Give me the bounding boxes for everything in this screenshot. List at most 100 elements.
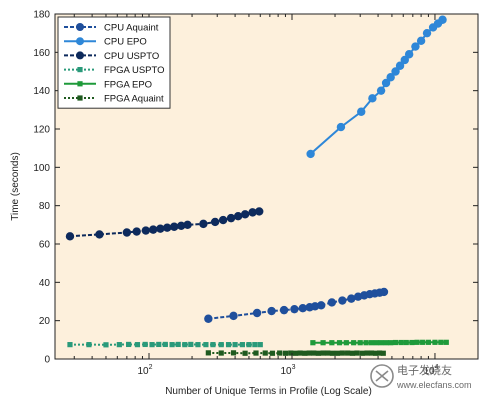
data-point: [347, 294, 356, 303]
data-point: [255, 207, 264, 216]
data-point: [411, 42, 420, 51]
x-tick-label: 102: [137, 364, 152, 377]
data-point: [438, 15, 447, 24]
legend-swatch-marker: [76, 23, 84, 31]
series-fpga-aquaint: [205, 350, 386, 356]
data-point: [240, 210, 250, 219]
data-point: [315, 350, 321, 356]
x-tick-label: 104: [423, 364, 438, 377]
legend-box: [57, 16, 171, 109]
data-point: [182, 342, 188, 348]
data-point: [116, 342, 122, 348]
x-tick-label: 103: [280, 364, 295, 377]
data-point: [195, 342, 201, 348]
data-point: [320, 350, 326, 356]
data-point: [438, 339, 444, 345]
data-point: [86, 342, 92, 348]
data-point: [293, 350, 299, 356]
data-point: [229, 311, 238, 321]
data-point: [262, 350, 268, 356]
data-point: [290, 304, 299, 314]
legend: CPU Aquaint CPU EPO CPU USPTO FPGA USPTO FPG…: [57, 16, 171, 109]
data-point: [252, 342, 258, 348]
data-point: [306, 350, 312, 356]
data-point: [395, 61, 405, 70]
data-point: [306, 149, 315, 159]
legend-label: CPU EPO: [104, 37, 147, 48]
y-tick-label: 60: [39, 240, 51, 251]
y-tick-label: 140: [33, 86, 50, 97]
data-point: [378, 340, 384, 346]
data-point: [376, 86, 386, 95]
x-axis-label: Number of Unique Terms in Profile (Log S…: [165, 386, 372, 397]
data-point: [205, 350, 211, 356]
legend-swatch-marker: [77, 81, 83, 87]
data-point: [388, 340, 394, 346]
legend-label: CPU USPTO: [104, 51, 159, 62]
x-tick-base: 10: [423, 366, 435, 377]
data-point: [359, 350, 365, 356]
data-point: [310, 340, 316, 346]
data-point: [336, 122, 346, 132]
data-point: [162, 341, 168, 348]
data-point: [373, 340, 380, 346]
data-point: [298, 304, 307, 313]
y-tick-label: 20: [39, 316, 51, 327]
data-point: [226, 213, 236, 223]
data-point: [327, 298, 337, 307]
x-tick-base: 10: [280, 366, 292, 377]
data-point: [354, 350, 360, 356]
legend-swatch-marker: [77, 95, 83, 101]
watermark-logo-icon: [370, 364, 394, 388]
data-point: [364, 350, 370, 356]
watermark-text: 电子发烧友: [397, 363, 452, 377]
data-point: [269, 350, 276, 356]
data-point: [242, 350, 248, 356]
data-point: [403, 339, 409, 346]
data-point: [391, 67, 400, 76]
data-point: [252, 308, 262, 318]
data-point: [325, 350, 331, 356]
data-point: [257, 342, 263, 348]
data-point: [65, 232, 75, 241]
data-point: [149, 342, 155, 348]
legend-label: FPGA USPTO: [104, 65, 165, 76]
data-point: [409, 339, 415, 346]
data-point: [368, 340, 375, 346]
y-tick-label: 160: [33, 48, 50, 59]
data-point: [204, 314, 213, 323]
x-axis-ticks: 102 103 104: [73, 14, 479, 377]
data-point: [349, 350, 356, 356]
data-point: [404, 50, 414, 59]
data-point: [230, 350, 237, 356]
data-point: [218, 342, 224, 348]
y-tick-label: 120: [33, 125, 50, 136]
data-point: [132, 227, 141, 236]
y-tick-label: 0: [44, 355, 50, 366]
data-point: [425, 339, 432, 345]
series-layer: [65, 15, 449, 356]
data-point: [376, 350, 383, 356]
data-point: [232, 342, 238, 348]
data-point: [297, 350, 303, 356]
watermark-logo-mark-icon: [375, 370, 389, 382]
data-point: [414, 339, 420, 345]
data-point: [302, 350, 308, 356]
y-tick-label: 40: [39, 278, 51, 289]
data-point: [392, 339, 399, 346]
data-point: [248, 208, 257, 217]
data-point: [218, 350, 224, 356]
plot-frame: [54, 13, 479, 360]
data-point: [169, 222, 179, 231]
series-cpu-aquaint: [204, 287, 389, 323]
watermark-url: www.elecfans.com: [396, 380, 472, 390]
data-point: [379, 287, 389, 297]
y-tick-label: 80: [39, 201, 51, 212]
data-point: [334, 350, 341, 356]
data-point: [368, 94, 377, 103]
data-point: [329, 340, 335, 346]
data-point: [282, 350, 289, 356]
data-point: [357, 107, 366, 116]
data-point: [277, 350, 283, 356]
data-point: [233, 212, 243, 221]
